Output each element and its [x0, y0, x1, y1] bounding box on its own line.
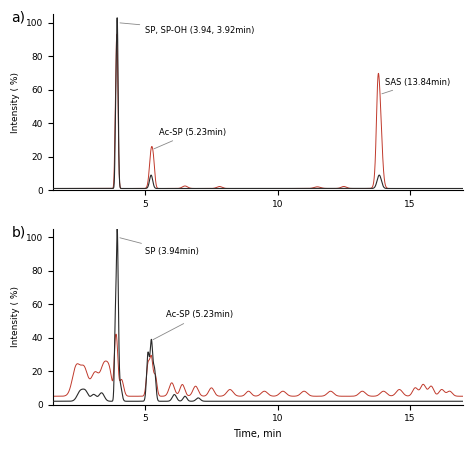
- X-axis label: Time, min: Time, min: [234, 429, 282, 439]
- Text: a): a): [12, 11, 26, 25]
- Y-axis label: Intensity ( %): Intensity ( %): [11, 286, 20, 347]
- Text: Ac-SP (5.23min): Ac-SP (5.23min): [153, 310, 234, 340]
- Text: SAS (13.84min): SAS (13.84min): [382, 77, 450, 94]
- Text: SP, SP-OH (3.94, 3.92min): SP, SP-OH (3.94, 3.92min): [120, 23, 255, 35]
- Text: b): b): [12, 225, 26, 239]
- Y-axis label: Intensity ( %): Intensity ( %): [11, 72, 20, 133]
- Text: Ac-SP (5.23min): Ac-SP (5.23min): [154, 128, 226, 149]
- Text: SP (3.94min): SP (3.94min): [120, 238, 199, 256]
